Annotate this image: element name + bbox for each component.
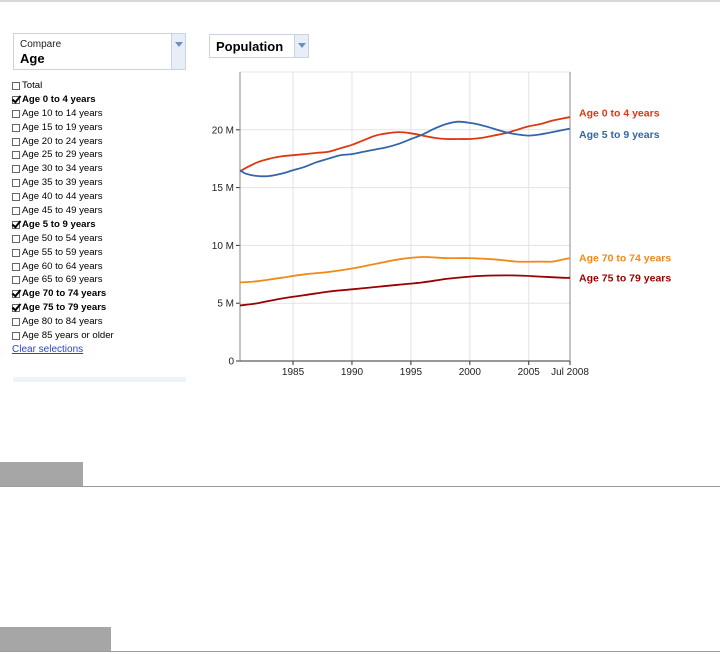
age-group-checkbox[interactable] (12, 276, 20, 285)
section-divider (0, 651, 720, 652)
x-tick-label: 1990 (341, 367, 364, 378)
x-tick-label: 2005 (518, 367, 541, 378)
age-group-checkbox[interactable] (12, 165, 20, 174)
series-label: Age 5 to 9 years (579, 129, 660, 141)
chevron-down-icon (175, 42, 183, 47)
series-label: Age 75 to 79 years (579, 272, 671, 284)
age-group-label: Age 70 to 74 years (22, 288, 107, 300)
age-group-item[interactable]: Age 70 to 74 years (12, 287, 114, 301)
age-group-item[interactable]: Age 25 to 29 years (12, 148, 114, 162)
age-group-item[interactable]: Age 60 to 64 years (12, 260, 114, 274)
age-group-item[interactable]: Age 10 to 14 years (12, 107, 114, 121)
age-group-checkbox[interactable] (12, 151, 20, 160)
age-group-checkbox[interactable] (12, 248, 20, 257)
section-header-tab (0, 627, 111, 652)
compare-caption: Compare (20, 39, 62, 50)
age-group-item[interactable]: Age 15 to 19 years (12, 121, 114, 135)
sidebar-footer-bar (13, 377, 186, 382)
age-group-label: Age 55 to 59 years (22, 246, 103, 258)
age-group-item[interactable]: Age 75 to 79 years (12, 301, 114, 315)
age-group-item[interactable]: Total (12, 79, 114, 93)
age-group-label: Age 60 to 64 years (22, 260, 103, 272)
age-group-checkbox[interactable] (12, 234, 20, 243)
age-group-label: Age 85 years or older (22, 330, 114, 342)
y-tick-label: 0 (228, 357, 234, 368)
age-group-label: Total (22, 80, 43, 91)
age-group-item[interactable]: Age 0 to 4 years (12, 93, 114, 107)
age-group-label: Age 5 to 9 years (22, 218, 96, 230)
age-group-checkbox[interactable] (12, 304, 20, 313)
compare-selected-value: Age (20, 51, 45, 66)
age-group-item[interactable]: Age 5 to 9 years (12, 218, 114, 232)
top-divider (0, 0, 720, 2)
age-group-label: Age 30 to 34 years (22, 163, 103, 175)
section-divider (0, 486, 720, 487)
y-tick-label: 5 M (217, 299, 234, 310)
age-group-checkbox[interactable] (12, 331, 20, 340)
metric-dropdown-button[interactable] (294, 35, 308, 57)
age-group-label: Age 35 to 39 years (22, 177, 103, 189)
age-group-label: Age 10 to 14 years (22, 107, 103, 119)
age-group-item[interactable]: Age 20 to 24 years (12, 135, 114, 149)
age-group-checkbox[interactable] (12, 318, 20, 327)
age-group-checkbox[interactable] (12, 179, 20, 188)
series-line (239, 256, 571, 284)
age-group-checkbox[interactable] (12, 220, 20, 229)
series-label: Age 70 to 74 years (579, 253, 671, 265)
age-group-label: Age 50 to 54 years (22, 232, 103, 244)
metric-selected-value: Population (216, 39, 284, 54)
age-group-item[interactable]: Age 30 to 34 years (12, 162, 114, 176)
age-group-label: Age 20 to 24 years (22, 135, 103, 147)
age-group-checkbox[interactable] (12, 290, 20, 299)
age-group-checkbox[interactable] (12, 262, 20, 271)
y-tick-label: 15 M (212, 183, 234, 194)
age-group-label: Age 80 to 84 years (22, 316, 103, 328)
age-group-item[interactable]: Age 50 to 54 years (12, 232, 114, 246)
age-group-label: Age 0 to 4 years (22, 93, 96, 105)
age-group-checkbox[interactable] (12, 109, 20, 118)
x-tick-label: Jul 2008 (551, 367, 589, 378)
section-header-tab (0, 462, 83, 487)
age-group-label: Age 45 to 49 years (22, 205, 103, 217)
age-group-label: Age 15 to 19 years (22, 121, 103, 133)
compare-dropdown-button[interactable] (171, 34, 185, 69)
age-group-checkbox[interactable] (12, 193, 20, 202)
age-group-checkbox[interactable] (12, 123, 20, 132)
age-group-label: Age 65 to 69 years (22, 274, 103, 286)
y-tick-label: 20 M (212, 125, 234, 136)
plot-frame (239, 71, 571, 362)
metric-dropdown[interactable]: Population (209, 34, 309, 58)
age-group-item[interactable]: Age 45 to 49 years (12, 204, 114, 218)
age-group-label: Age 40 to 44 years (22, 191, 103, 203)
series-label: Age 0 to 4 years (579, 108, 660, 120)
age-group-list: Total Age 0 to 4 years Age 10 to 14 years A… (12, 79, 114, 343)
series-line (239, 120, 571, 178)
age-group-checkbox[interactable] (12, 137, 20, 146)
chevron-down-icon (298, 43, 306, 48)
age-group-item[interactable]: Age 35 to 39 years (12, 176, 114, 190)
x-tick-label: 1985 (282, 367, 305, 378)
y-tick-label: 10 M (212, 241, 234, 252)
age-group-item[interactable]: Age 40 to 44 years (12, 190, 114, 204)
age-group-item[interactable]: Age 55 to 59 years (12, 246, 114, 260)
series-line (239, 116, 571, 173)
clear-selections-link[interactable]: Clear selections (12, 344, 84, 355)
age-group-item[interactable]: Age 80 to 84 years (12, 315, 114, 329)
age-group-label: Age 25 to 29 years (22, 149, 103, 161)
compare-dropdown[interactable]: Compare Age (13, 33, 186, 70)
series-line (239, 274, 571, 307)
age-group-checkbox[interactable] (12, 95, 20, 104)
x-tick-label: 1995 (400, 367, 423, 378)
age-group-checkbox[interactable] (12, 206, 20, 215)
age-group-checkbox[interactable] (12, 81, 20, 90)
age-group-item[interactable]: Age 65 to 69 years (12, 273, 114, 287)
age-group-item[interactable]: Age 85 years or older (12, 329, 114, 343)
x-tick-label: 2000 (459, 367, 482, 378)
age-group-label: Age 75 to 79 years (22, 302, 107, 314)
population-line-chart: 0 5 M 10 M 15 M 20 M 1985 1990 1995 2000 2005 Jul … (212, 71, 671, 378)
